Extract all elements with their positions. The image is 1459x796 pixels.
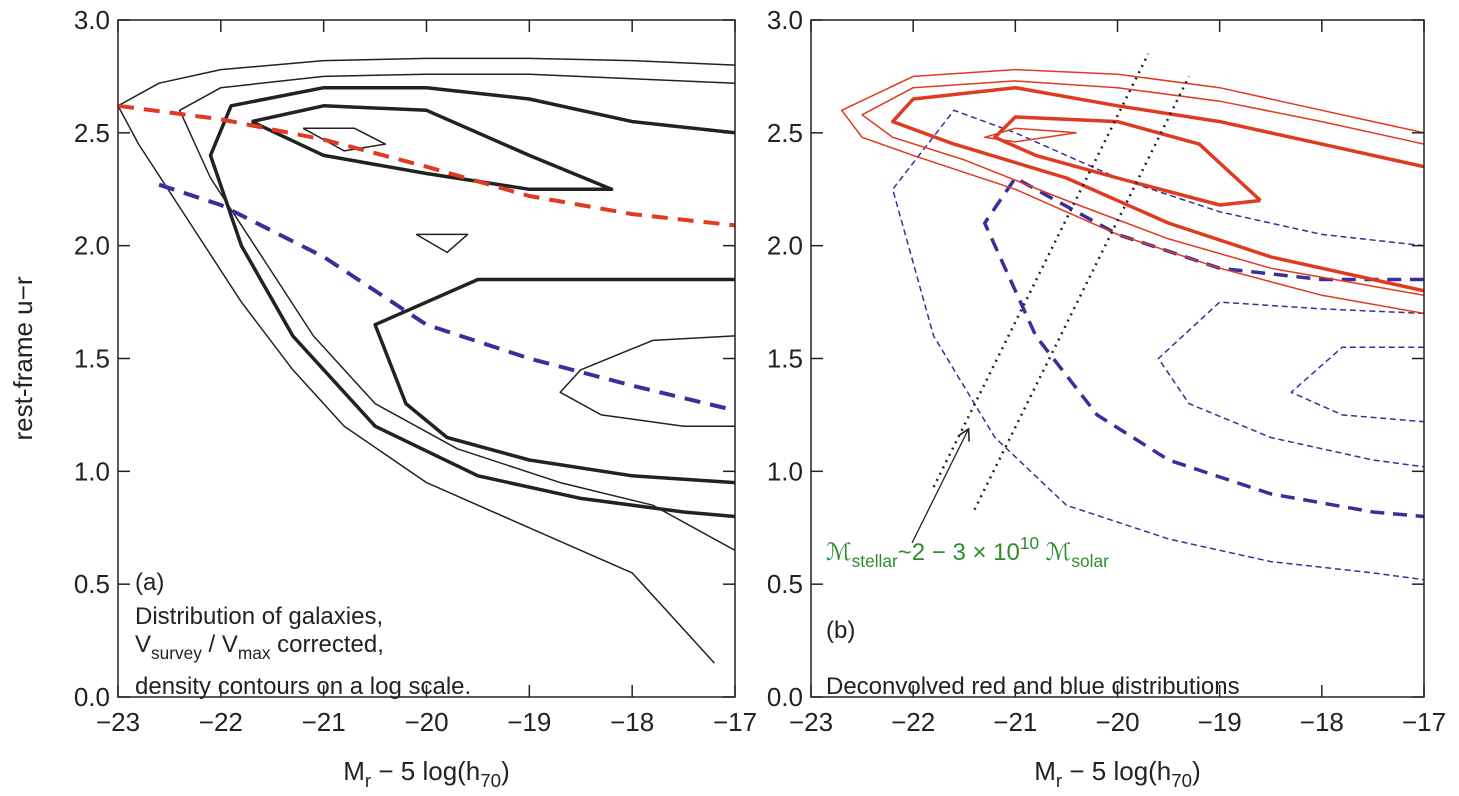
contour-line — [302, 127, 387, 152]
contour-line — [118, 103, 735, 228]
x-axis-label-part: − 5 log(h — [371, 756, 480, 786]
contour-line — [891, 109, 1424, 581]
contour-line — [861, 80, 1424, 297]
x-axis-label-part: 70 — [1171, 770, 1192, 791]
annotation-part: Distribution of galaxies, — [135, 603, 383, 630]
contour-line — [559, 335, 735, 427]
x-axis-label-part: ) — [501, 756, 510, 786]
x-axis-label-part: 70 — [480, 770, 501, 791]
y-tick-label: 0.0 — [74, 682, 110, 712]
y-tick-label: 0.5 — [767, 569, 803, 599]
contour-line — [208, 85, 735, 519]
y-tick-label: 2.0 — [74, 231, 110, 261]
contour-line — [415, 233, 469, 254]
y-tick-label: 2.5 — [74, 118, 110, 148]
annotation: (a) — [135, 569, 164, 596]
x-axis-label-part: r — [1056, 770, 1062, 791]
y-tick-label: 1.0 — [74, 456, 110, 486]
y-axis-label: rest-frame u−r — [8, 276, 38, 440]
annotation-part: stellar — [852, 551, 898, 571]
annotation-part: (a) — [135, 569, 164, 596]
annotation-part: ~2 − 3 × 10 — [898, 539, 1020, 566]
plot-data — [840, 53, 1424, 581]
y-tick-label: 3.0 — [767, 5, 803, 35]
x-axis-label-part: r — [365, 770, 371, 791]
annotation-part: solar — [1071, 551, 1109, 571]
x-tick-label: −18 — [1300, 707, 1344, 737]
contour-line — [840, 68, 1424, 315]
contour-line — [118, 57, 735, 664]
annotation-arrow — [911, 430, 968, 544]
annotation-part: ℳ — [826, 539, 852, 566]
y-tick-label: 2.5 — [767, 118, 803, 148]
annotation-part: / V — [202, 631, 238, 658]
x-tick-label: −17 — [713, 707, 757, 737]
x-axis-label-part: M — [1034, 756, 1056, 786]
x-tick-label: −18 — [610, 707, 654, 737]
x-tick-label: −23 — [789, 707, 833, 737]
x-tick-label: −19 — [507, 707, 551, 737]
annotation: density contours on a log scale. — [135, 673, 471, 700]
x-tick-label: −20 — [404, 707, 448, 737]
x-axis-label: Mr − 5 log(h70) — [343, 756, 510, 791]
annotation: Deconvolved red and blue distributions — [826, 673, 1240, 700]
y-tick-label: 0.0 — [767, 682, 803, 712]
x-tick-label: −21 — [302, 707, 346, 737]
plot-data — [118, 57, 735, 664]
contour-line — [250, 104, 614, 192]
contour-line — [982, 176, 1424, 519]
annotation-part: V — [135, 631, 151, 658]
contour-line — [373, 277, 735, 485]
annotation-part: ℳ — [1039, 539, 1071, 566]
annotation-part: 10 — [1020, 533, 1039, 553]
annotation-part: survey — [151, 643, 202, 663]
contour-line — [890, 85, 1424, 293]
x-tick-label: −17 — [1402, 707, 1446, 737]
x-tick-label: −22 — [199, 707, 243, 737]
x-axis-label-part: M — [343, 756, 365, 786]
x-tick-label: −20 — [1095, 707, 1139, 737]
y-tick-label: 3.0 — [74, 5, 110, 35]
contour-line — [158, 182, 735, 413]
annotation-part: max — [238, 643, 271, 663]
annotation: Vsurvey / Vmax corrected, — [135, 631, 384, 663]
contour-line — [1290, 346, 1424, 423]
annotation: (b) — [826, 617, 855, 644]
annotation-part: density contours on a log scale. — [135, 673, 471, 700]
annotation-part: corrected, — [271, 631, 384, 658]
y-tick-label: 0.5 — [74, 569, 110, 599]
annotation: ℳstellar~2 − 3 × 1010 ℳsolar — [826, 533, 1109, 571]
x-axis-label: Mr − 5 log(h70) — [1034, 756, 1201, 791]
x-axis-label-part: ) — [1192, 756, 1201, 786]
y-tick-label: 1.0 — [767, 456, 803, 486]
x-tick-label: −19 — [1198, 707, 1242, 737]
x-tick-label: −23 — [96, 707, 140, 737]
x-tick-label: −21 — [993, 707, 1037, 737]
contour-line — [178, 73, 735, 551]
y-tick-label: 1.5 — [74, 344, 110, 374]
contour-line — [983, 127, 1077, 143]
y-tick-label: 2.0 — [767, 231, 803, 261]
contour-line — [993, 115, 1262, 207]
contour-line — [1157, 301, 1424, 468]
annotation-part: Deconvolved red and blue distributions — [826, 673, 1240, 700]
annotation-part: (b) — [826, 617, 855, 644]
x-tick-label: −22 — [891, 707, 935, 737]
y-tick-label: 1.5 — [767, 344, 803, 374]
x-axis-label-part: − 5 log(h — [1062, 756, 1171, 786]
annotation: Distribution of galaxies, — [135, 603, 383, 630]
